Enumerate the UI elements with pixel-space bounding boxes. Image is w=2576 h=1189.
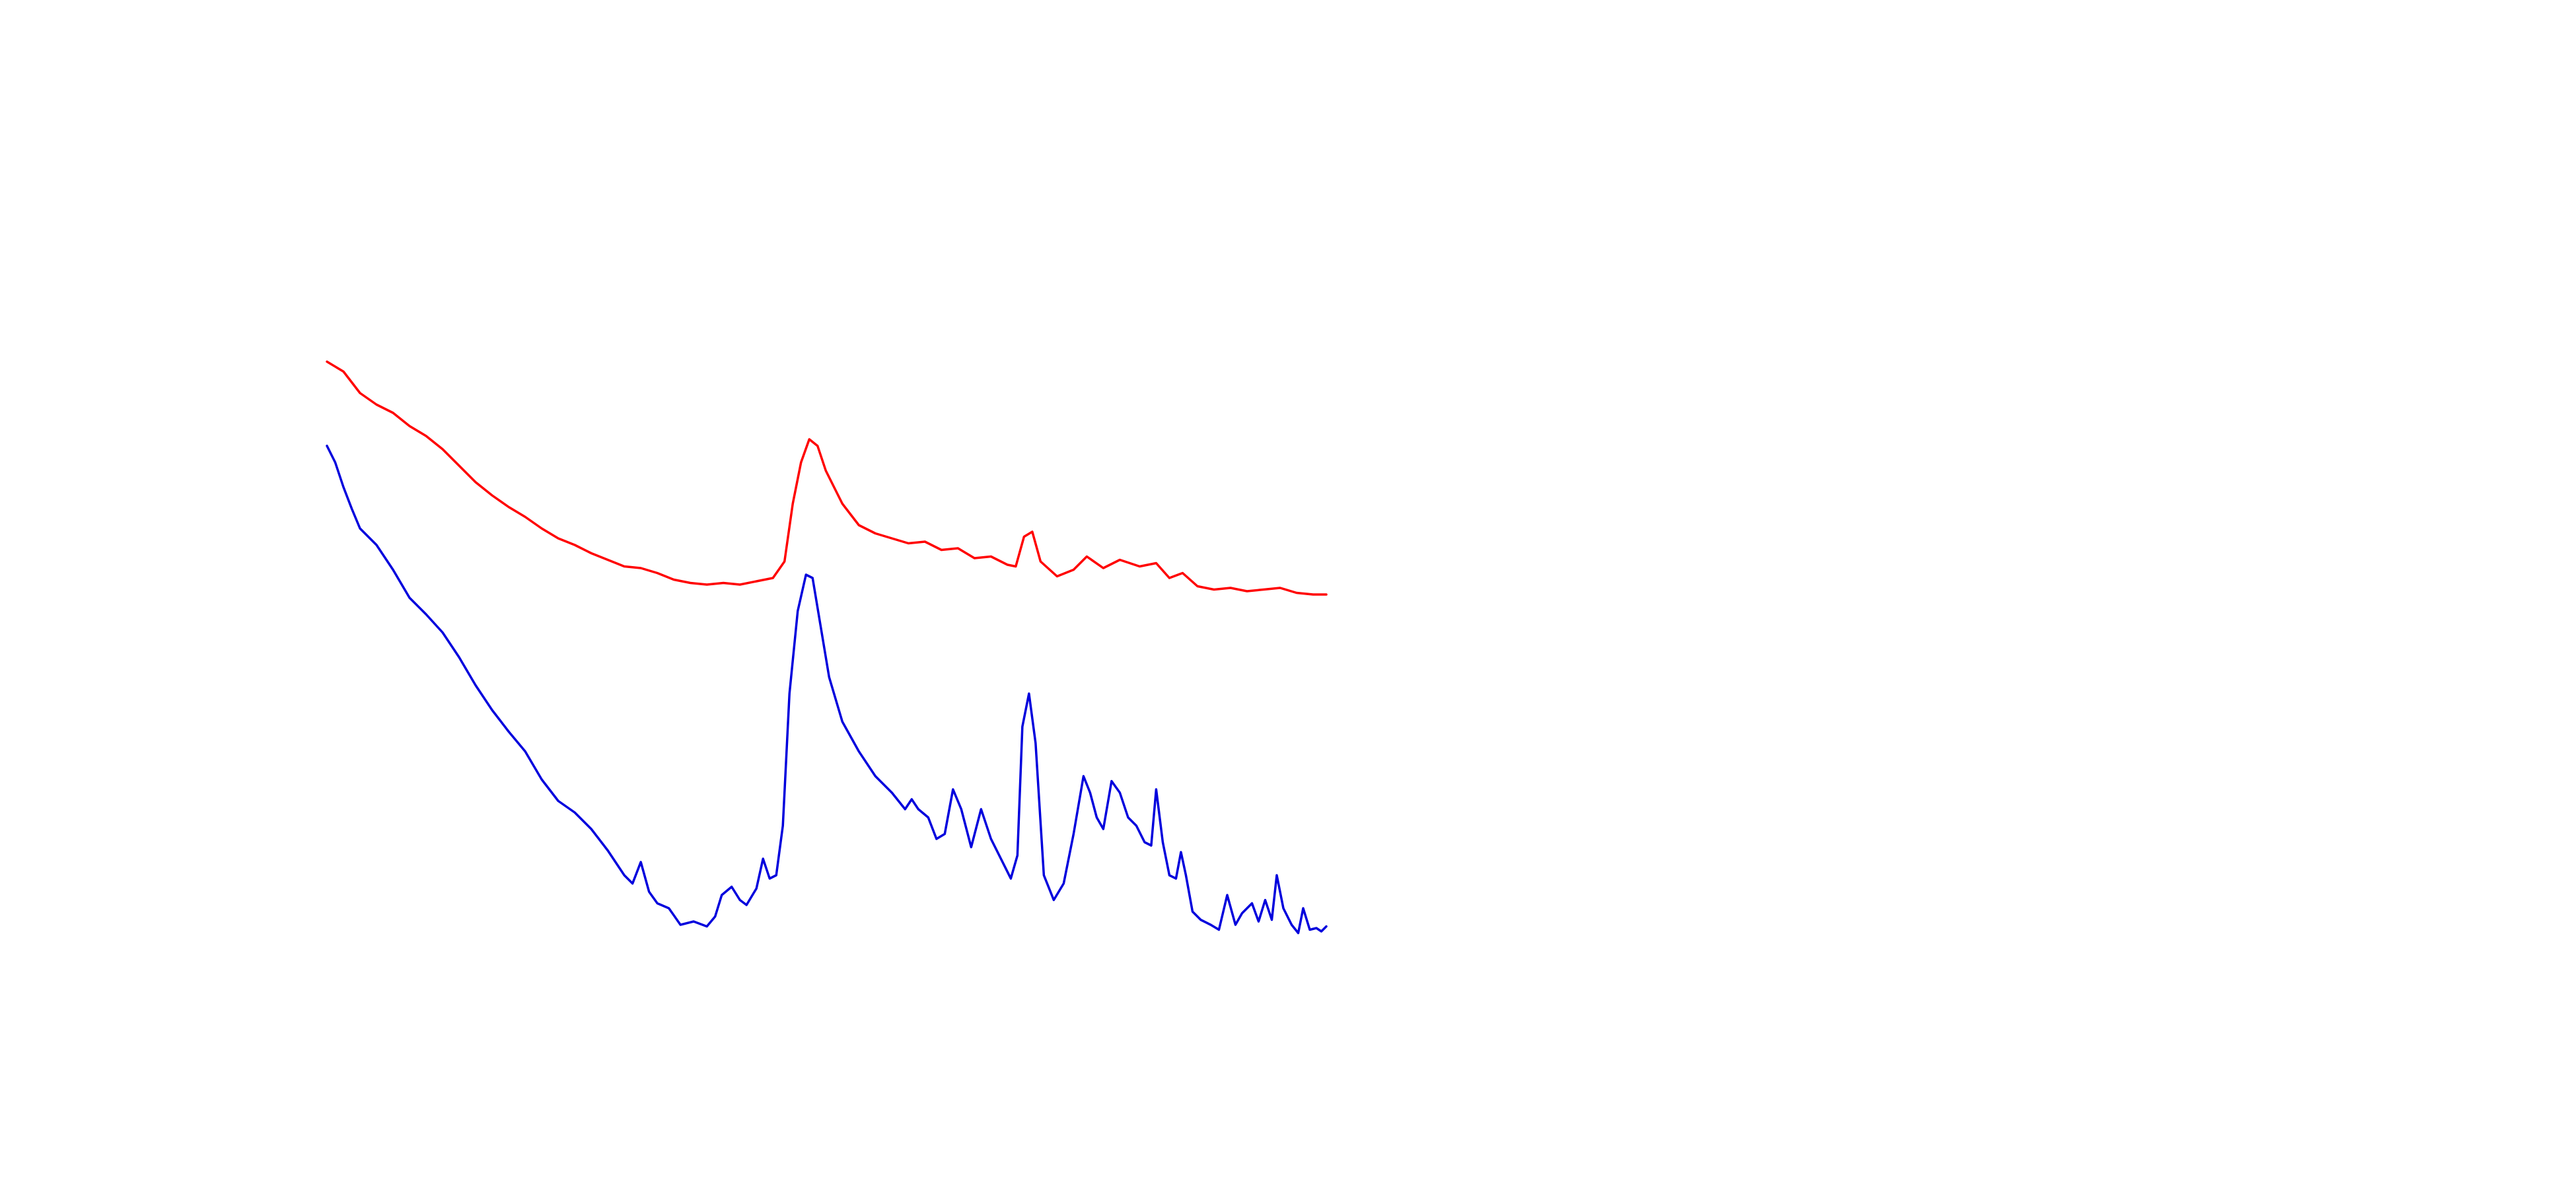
data-line	[326, 360, 1328, 596]
data-line	[326, 445, 1328, 935]
